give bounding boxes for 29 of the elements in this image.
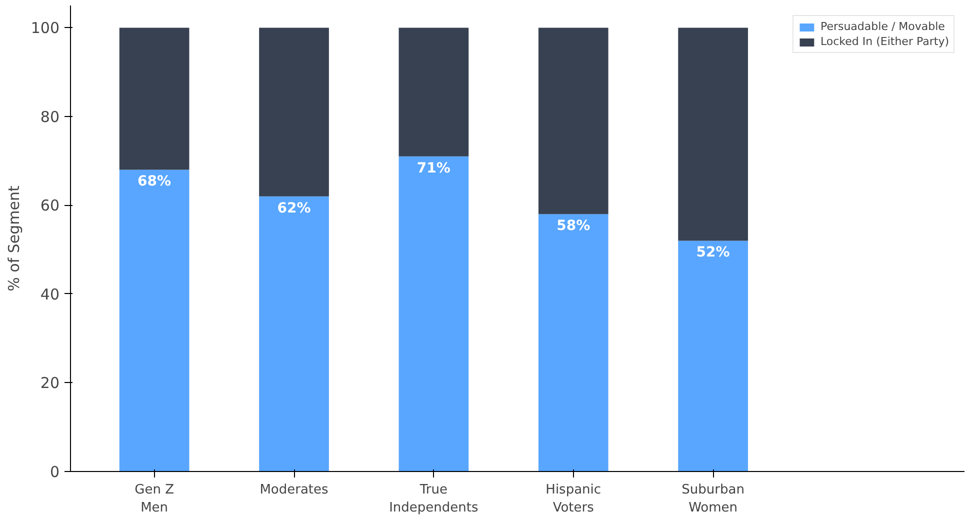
bar	[538, 28, 608, 214]
data-label: 68%	[138, 174, 172, 190]
bar	[119, 28, 190, 170]
x-tick-label: Gen Z Men	[134, 482, 174, 516]
bar	[259, 28, 329, 196]
data-label: 62%	[277, 200, 311, 216]
bar	[678, 240, 748, 472]
x-tick-label: True Independents	[389, 482, 478, 516]
x-tick-label: Hispanic Voters	[546, 482, 602, 516]
bar	[259, 196, 329, 472]
data-label: 58%	[556, 218, 590, 234]
y-tick-label: 60	[40, 196, 60, 215]
y-tick-label: 0	[50, 463, 60, 481]
y-tick-label: 40	[40, 285, 60, 304]
data-label: 71%	[416, 160, 450, 176]
bar	[398, 28, 469, 156]
bar	[119, 170, 190, 472]
bar	[538, 214, 608, 472]
bar	[678, 28, 748, 241]
y-tick-label: 100	[30, 19, 60, 38]
data-label: 52%	[696, 244, 730, 261]
bar	[398, 156, 469, 472]
y-tick-label: 80	[40, 108, 60, 126]
legend-label: Locked In (Either Party)	[820, 35, 949, 48]
legend-label: Persuadable / Movable	[820, 20, 945, 33]
x-tick-label: Moderates	[260, 482, 329, 498]
y-tick-label: 20	[40, 374, 60, 392]
y-axis-title: % of Segment	[4, 186, 23, 292]
x-tick-label: Suburban Women	[682, 482, 744, 516]
